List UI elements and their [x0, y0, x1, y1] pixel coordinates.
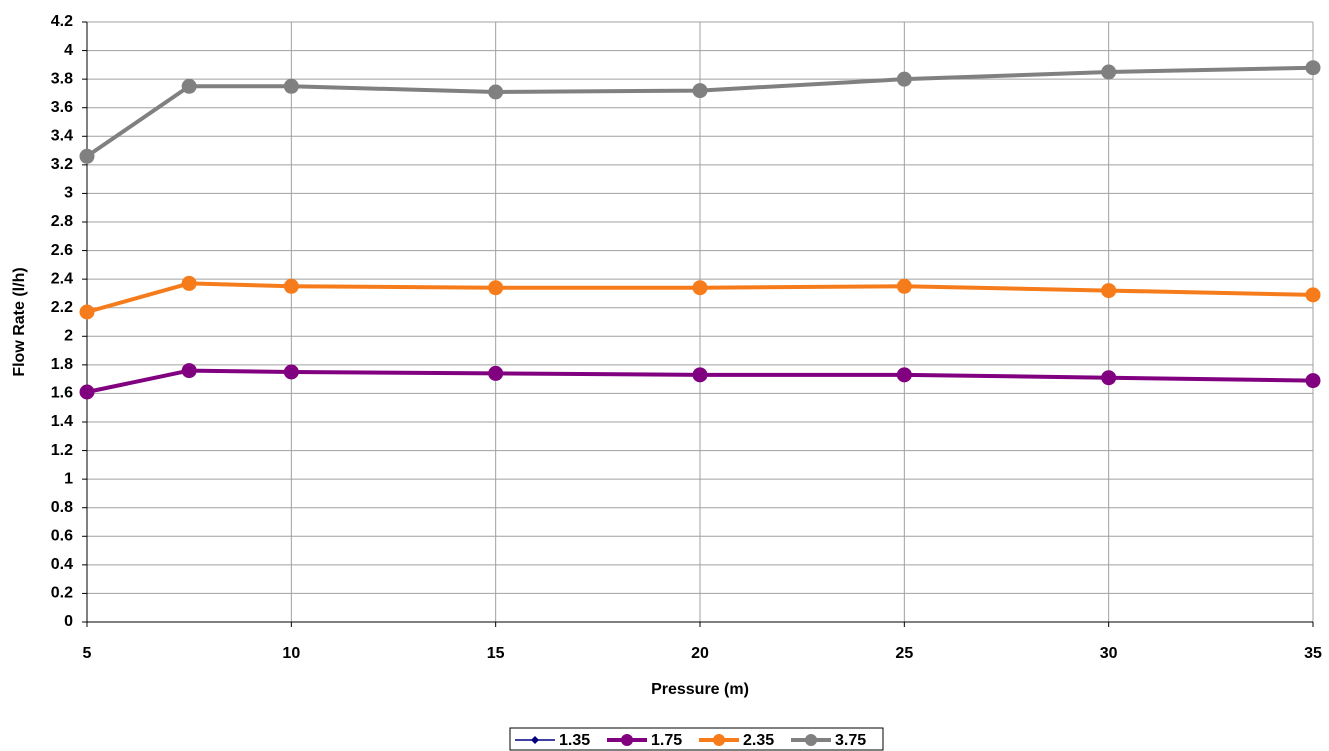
- x-tick-label: 35: [1304, 645, 1322, 662]
- x-tick-label: 25: [895, 645, 913, 662]
- marker: [896, 71, 912, 87]
- y-tick-label: 2: [64, 328, 73, 345]
- x-axis-title: Pressure (m): [651, 681, 749, 698]
- marker: [896, 367, 912, 383]
- y-tick-label: 3.4: [51, 128, 73, 145]
- y-tick-label: 0.6: [51, 528, 73, 545]
- marker: [692, 83, 708, 99]
- marker: [1101, 283, 1117, 299]
- legend-marker: [531, 736, 539, 744]
- marker: [1305, 287, 1321, 303]
- x-tick-label: 15: [487, 645, 505, 662]
- y-tick-label: 1: [64, 470, 73, 487]
- y-tick-label: 1.8: [51, 356, 73, 373]
- marker: [1305, 60, 1321, 76]
- marker: [488, 280, 504, 296]
- x-tick-label: 10: [282, 645, 300, 662]
- y-tick-label: 3: [64, 185, 73, 202]
- y-tick-label: 0.4: [51, 556, 73, 573]
- y-tick-label: 4.2: [51, 13, 73, 30]
- legend-box: [509, 727, 884, 751]
- marker: [181, 275, 197, 291]
- series-line: [86, 368, 1314, 394]
- legend-label: 3.75: [835, 732, 866, 749]
- marker: [283, 364, 299, 380]
- y-tick-label: 1.2: [51, 442, 73, 459]
- legend-label: 1.75: [651, 732, 682, 749]
- x-tick-label: 30: [1100, 645, 1118, 662]
- legend-label: 1.35: [559, 732, 590, 749]
- marker: [692, 280, 708, 296]
- legend: 1.35 1.75 2.35 3.75: [509, 727, 884, 751]
- marker: [692, 367, 708, 383]
- marker: [488, 84, 504, 100]
- y-tick-label: 2.6: [51, 242, 73, 259]
- marker: [1101, 64, 1117, 80]
- marker: [283, 278, 299, 294]
- marker: [283, 78, 299, 94]
- marker: [1305, 373, 1321, 389]
- y-tick-label: 0.8: [51, 499, 73, 516]
- y-tick-label: 0.2: [51, 585, 73, 602]
- y-tick-label: 3.8: [51, 70, 73, 87]
- y-tick-label: 2.8: [51, 213, 73, 230]
- x-tick-label: 20: [691, 645, 709, 662]
- y-tick-label: 3.2: [51, 156, 73, 173]
- y-axis-title: Flow Rate (l/h): [11, 267, 28, 376]
- marker: [488, 365, 504, 381]
- legend-marker: [713, 734, 725, 746]
- y-tick-label: 1.4: [51, 413, 73, 430]
- marker: [181, 78, 197, 94]
- marker: [896, 278, 912, 294]
- marker: [181, 363, 197, 379]
- marker: [1101, 370, 1117, 386]
- series-line: [85, 65, 1314, 158]
- legend-marker: [621, 734, 633, 746]
- marker: [79, 384, 95, 400]
- y-tick-label: 4: [64, 42, 73, 59]
- marker: [79, 304, 95, 320]
- y-tick-label: 2.2: [51, 299, 73, 316]
- y-tick-label: 3.6: [51, 99, 73, 116]
- y-tick-label: 1.6: [51, 385, 73, 402]
- y-tick-label: 0: [64, 613, 73, 630]
- legend-marker: [805, 734, 817, 746]
- y-tick-label: 2.4: [51, 270, 73, 287]
- series-line: [86, 281, 1314, 314]
- marker: [79, 148, 95, 164]
- legend-label: 2.35: [743, 732, 774, 749]
- x-tick-label: 5: [83, 645, 92, 662]
